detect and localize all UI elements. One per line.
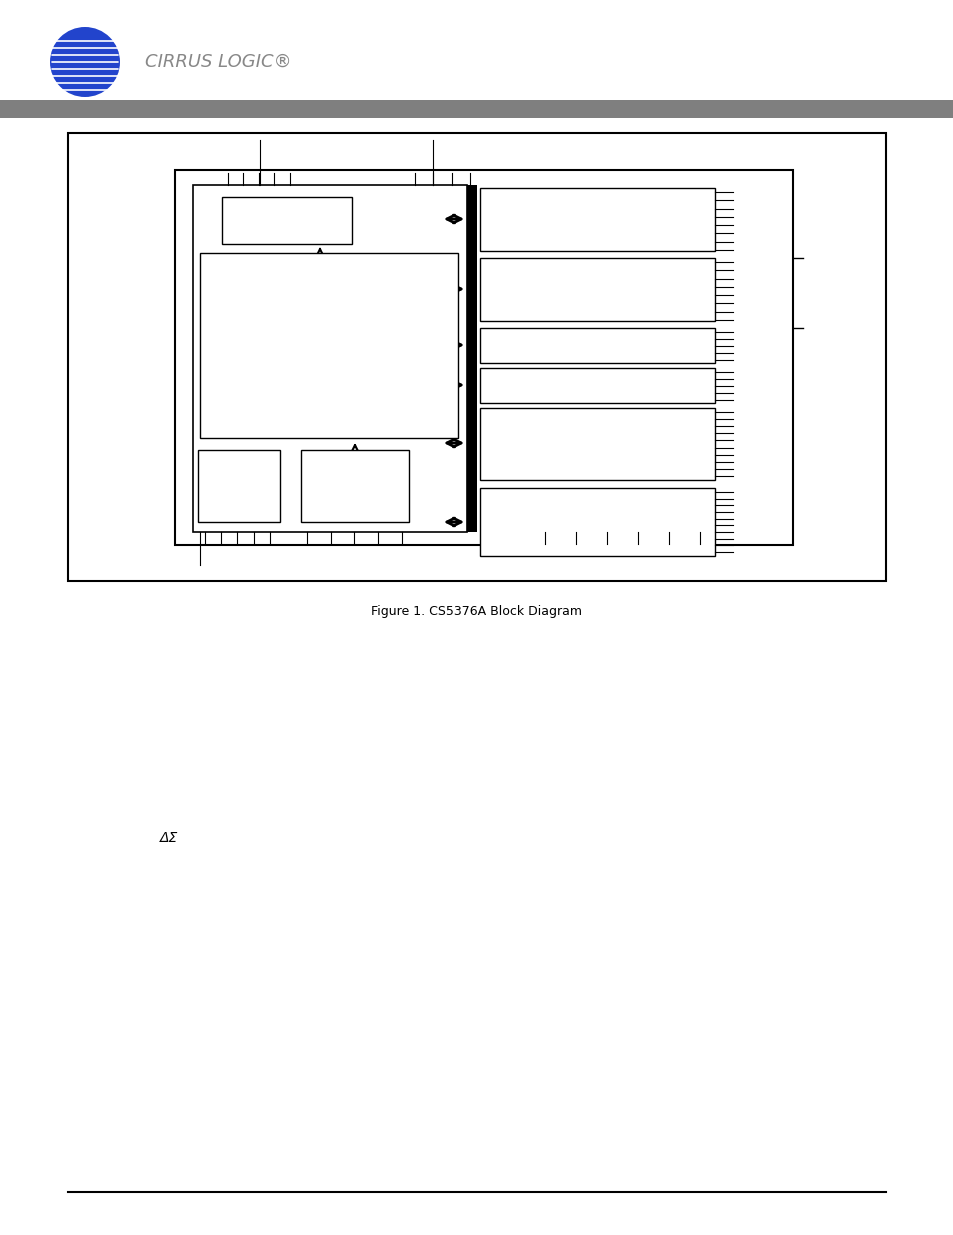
Bar: [200, 253, 457, 438]
Bar: [193, 185, 467, 532]
Bar: [479, 408, 714, 480]
Bar: [68, 133, 885, 580]
Bar: [479, 258, 714, 321]
Bar: [467, 185, 476, 532]
Text: ΔΣ: ΔΣ: [160, 831, 178, 845]
Bar: [479, 368, 714, 403]
Bar: [479, 488, 714, 556]
Bar: [479, 329, 714, 363]
Bar: [479, 188, 714, 251]
Bar: [222, 198, 352, 245]
Text: Figure 1. CS5376A Block Diagram: Figure 1. CS5376A Block Diagram: [371, 605, 582, 618]
Bar: [198, 450, 280, 522]
Text: CIRRUS LOGIC®: CIRRUS LOGIC®: [145, 53, 292, 70]
Ellipse shape: [50, 27, 120, 98]
Bar: [174, 170, 792, 545]
Bar: [0, 100, 953, 119]
Bar: [301, 450, 409, 522]
